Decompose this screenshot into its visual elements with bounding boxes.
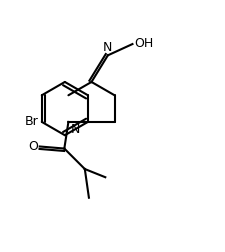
Text: N: N bbox=[103, 41, 112, 54]
Text: OH: OH bbox=[134, 37, 153, 50]
Text: N: N bbox=[70, 123, 79, 136]
Text: O: O bbox=[28, 140, 38, 153]
Text: Br: Br bbox=[25, 115, 38, 129]
